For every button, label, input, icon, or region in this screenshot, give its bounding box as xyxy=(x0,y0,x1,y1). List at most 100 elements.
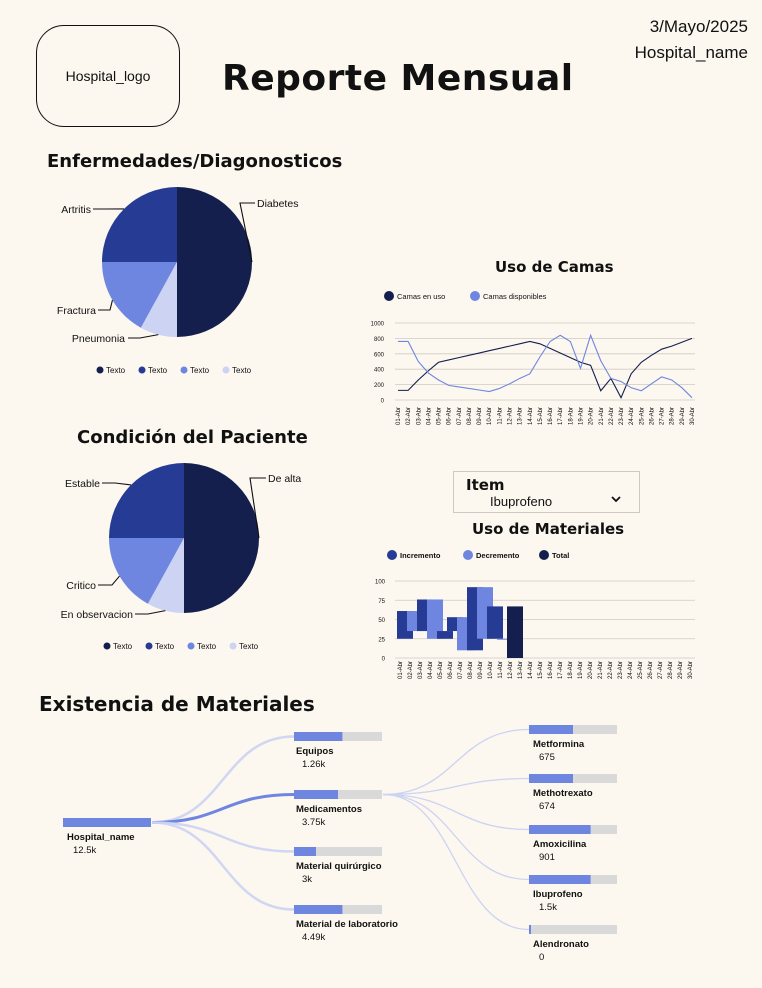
line-y-tick: 1000 xyxy=(371,322,385,328)
pie-legend-label: Texto xyxy=(155,642,175,651)
bar-x-tick: 08-Abr xyxy=(468,661,474,679)
sankey-node-value: 3.75k xyxy=(302,817,325,828)
sankey-node-fill xyxy=(529,825,591,834)
line-x-tick: 12-Abr xyxy=(508,407,514,425)
item-dropdown[interactable]: Item Ibuprofeno xyxy=(453,471,640,513)
bar-x-tick: 14-Abr xyxy=(528,661,534,679)
sankey-chart: Hospital_name 12.5k Equipos 1.26k Medicament… xyxy=(63,725,617,963)
sankey-node-fill xyxy=(63,818,151,827)
pie-slice xyxy=(109,538,184,604)
pie-legend-marker xyxy=(180,366,188,374)
bar-x-tick: 29-Abr xyxy=(678,661,684,679)
line-x-tick: 21-Abr xyxy=(599,407,605,425)
line-legend-marker xyxy=(384,291,394,301)
pie-legend-marker xyxy=(222,366,230,374)
sankey-link xyxy=(151,735,295,824)
pie-slice-label: Pneumonia xyxy=(72,333,125,345)
line-x-tick: 17-Abr xyxy=(558,407,564,425)
line-x-tick: 24-Abr xyxy=(629,407,635,425)
sankey-node-value: 1.26k xyxy=(302,759,325,770)
bar-x-tick: 25-Abr xyxy=(638,661,644,679)
line-y-tick: 200 xyxy=(374,383,385,389)
pie-slice xyxy=(147,538,184,613)
sankey-node-name: Medicamentos xyxy=(296,804,362,815)
line-x-tick: 06-Abr xyxy=(447,407,453,425)
pie-slice xyxy=(177,187,252,337)
pie-diagnosticos-title: Enfermedades/Diagonosticos xyxy=(47,151,343,172)
bar-x-tick: 10-Abr xyxy=(488,661,494,679)
bar-x-tick: 09-Abr xyxy=(478,661,484,679)
pie-slice-label: Fractura xyxy=(57,305,96,317)
line-x-tick: 07-Abr xyxy=(457,407,463,425)
bar-x-tick: 27-Abr xyxy=(658,661,664,679)
pie-leader-line xyxy=(128,334,159,339)
sankey-node-name: Amoxicilina xyxy=(533,839,587,850)
line-camas-title: Uso de Camas xyxy=(495,258,614,276)
pie-condicion-title: Condición del Paciente xyxy=(77,427,308,448)
line-x-tick: 26-Abr xyxy=(649,407,655,425)
sankey-node-track xyxy=(529,925,617,934)
line-x-tick: 23-Abr xyxy=(619,407,625,425)
pie-slice-label: De alta xyxy=(268,473,301,485)
waterfall-bar xyxy=(507,606,523,658)
bar-x-tick: 17-Abr xyxy=(558,661,564,679)
bar-x-tick: 13-Abr xyxy=(518,661,524,679)
sankey-node-fill xyxy=(529,774,573,783)
pie-legend-label: Texto xyxy=(232,366,252,375)
sankey-node-name: Material de laboratorio xyxy=(296,919,398,930)
pie-legend-marker xyxy=(145,642,153,650)
sankey-node-name: Methotrexato xyxy=(533,788,593,799)
hospital-name: Hospital_name xyxy=(634,43,748,62)
existencia-title: Existencia de Materiales xyxy=(39,692,315,716)
line-legend-label: Camas disponibles xyxy=(483,292,547,301)
pie-legend-label: Texto xyxy=(239,642,259,651)
sankey-node-value: 12.5k xyxy=(73,845,96,856)
pie-legend-label: Texto xyxy=(197,642,217,651)
line-x-tick: 19-Abr xyxy=(578,407,584,425)
sankey-node-value: 674 xyxy=(539,801,555,812)
bar-x-tick: 30-Abr xyxy=(688,661,694,679)
line-y-tick: 400 xyxy=(374,368,385,374)
line-x-tick: 15-Abr xyxy=(538,407,544,425)
bar-x-tick: 11-Abr xyxy=(498,661,504,679)
pie-slice-label: En observacion xyxy=(61,609,134,621)
bar-x-tick: 06-Abr xyxy=(448,661,454,679)
dropdown-value: Ibuprofeno xyxy=(490,494,553,509)
line-x-tick: 02-Abr xyxy=(406,407,412,425)
report-date: 3/Mayo/2025 xyxy=(649,17,748,36)
sankey-node-value: 0 xyxy=(539,952,544,963)
bar-x-tick: 18-Abr xyxy=(568,661,574,679)
bar-x-tick: 05-Abr xyxy=(438,661,444,679)
line-y-tick: 600 xyxy=(374,352,385,358)
bar-x-tick: 22-Abr xyxy=(608,661,614,679)
sankey-node-fill xyxy=(294,732,343,741)
line-x-tick: 03-Abr xyxy=(416,407,422,425)
sankey-node-value: 3k xyxy=(302,874,312,885)
line-y-tick: 800 xyxy=(374,337,385,343)
waterfall-bar xyxy=(487,606,503,639)
line-x-tick: 13-Abr xyxy=(518,407,524,425)
pie-slice-label: Estable xyxy=(65,478,100,490)
bar-y-tick: 0 xyxy=(382,657,386,663)
line-x-tick: 04-Abr xyxy=(426,407,432,425)
bar-x-tick: 12-Abr xyxy=(508,661,514,679)
pie-leader-line xyxy=(98,300,113,311)
pie-slice-label: Critico xyxy=(66,580,96,592)
sankey-link xyxy=(382,728,530,796)
hospital-logo: Hospital_logo xyxy=(36,25,180,127)
line-legend-label: Camas en uso xyxy=(397,292,445,301)
bar-materiales-title: Uso de Materiales xyxy=(472,520,625,538)
chevron-down-icon[interactable] xyxy=(611,491,621,506)
sankey-node-fill xyxy=(294,790,338,799)
bar-x-tick: 15-Abr xyxy=(538,661,544,679)
bar-x-tick: 20-Abr xyxy=(588,661,594,679)
line-series xyxy=(398,333,693,399)
sankey-node-fill xyxy=(529,925,531,934)
line-x-tick: 18-Abr xyxy=(568,407,574,425)
pie-leader-line xyxy=(98,575,120,586)
pie-legend-marker xyxy=(229,642,237,650)
sankey-node-fill xyxy=(529,725,573,734)
bar-x-tick: 16-Abr xyxy=(548,661,554,679)
pie-condicion-chart: De alta En observacion Critico Estable Texto… xyxy=(61,463,301,651)
line-x-tick: 20-Abr xyxy=(589,407,595,425)
